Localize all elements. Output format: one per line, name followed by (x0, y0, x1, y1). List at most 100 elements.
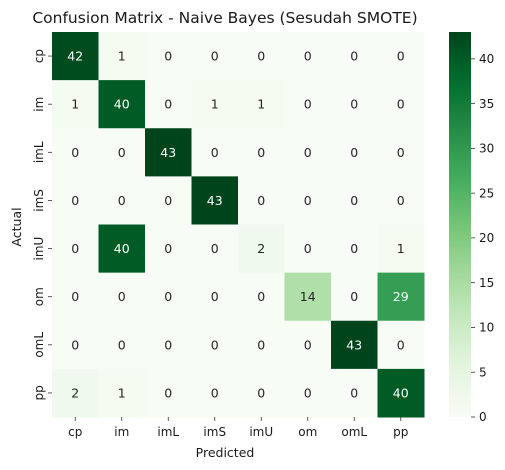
cell-value-label: 0 (118, 289, 126, 304)
heatmap-cell (52, 176, 99, 225)
heatmap-cell (98, 224, 146, 274)
heatmap-cell (145, 32, 192, 81)
heatmap-cell (191, 368, 239, 418)
cell-value-label: 0 (304, 97, 312, 112)
heatmap-cell (52, 272, 99, 322)
x-tick-label: om (298, 425, 317, 439)
cell-value-label: 0 (257, 289, 265, 304)
heatmap-cell (284, 272, 332, 322)
heatmap-cell (98, 176, 146, 225)
heatmap-cell (284, 80, 332, 129)
heatmap-cell (191, 224, 239, 274)
x-tick-label: omL (341, 425, 367, 439)
cell-value-label: 0 (164, 289, 172, 304)
heatmap-cell (284, 128, 332, 177)
cell-value-label: 0 (350, 193, 358, 208)
heatmap-cell (191, 80, 239, 129)
heatmap-cell (331, 176, 378, 225)
cell-value-label: 1 (211, 97, 219, 112)
colorbar-tick-label: 0 (479, 410, 487, 424)
heatmap-cell (238, 176, 285, 225)
cell-value-label: 0 (164, 193, 172, 208)
cell-value-label: 1 (118, 385, 126, 400)
x-tick-label: pp (393, 425, 408, 439)
cell-value-label: 0 (211, 241, 219, 256)
heatmap-cell (98, 320, 146, 370)
cell-value-label: 0 (304, 337, 312, 352)
cell-value-label: 40 (393, 385, 409, 400)
cell-value-label: 0 (164, 385, 172, 400)
heatmap-cell (98, 32, 146, 81)
cell-value-label: 0 (350, 385, 358, 400)
cell-value-label: 0 (71, 289, 79, 304)
x-tick-label: imS (203, 425, 226, 439)
cell-value-label: 0 (397, 193, 405, 208)
heatmap-cell (331, 128, 378, 177)
x-axis-label: Predicted (196, 445, 255, 460)
cell-value-label: 0 (164, 337, 172, 352)
cell-value-label: 29 (393, 289, 409, 304)
heatmap-cell (377, 272, 425, 322)
cell-value-label: 0 (397, 97, 405, 112)
heatmap-cell (145, 80, 192, 129)
cell-value-label: 0 (304, 193, 312, 208)
cell-value-label: 2 (71, 385, 79, 400)
cell-value-label: 0 (71, 145, 79, 160)
heatmap-cell (52, 128, 99, 177)
heatmap-cell (191, 32, 239, 81)
heatmap-cell (331, 368, 378, 418)
heatmap-cell (377, 128, 425, 177)
heatmap-cell (238, 80, 285, 129)
heatmap-cell (191, 176, 239, 225)
heatmap-cell (284, 224, 332, 274)
colorbar-tick-label: 5 (479, 365, 487, 379)
y-tick-label: cp (32, 49, 46, 63)
y-tick-label: pp (32, 385, 46, 400)
heatmap-cell (238, 368, 285, 418)
cell-value-label: 0 (211, 145, 219, 160)
heatmap-cell (98, 128, 146, 177)
cell-value-label: 0 (71, 337, 79, 352)
cell-value-label: 0 (211, 289, 219, 304)
cell-value-label: 0 (257, 385, 265, 400)
colorbar (449, 32, 471, 417)
cell-value-label: 0 (71, 241, 79, 256)
cell-value-label: 14 (300, 289, 316, 304)
heatmap-cell (145, 368, 192, 418)
y-tick-label: im (32, 97, 46, 112)
cell-value-label: 0 (350, 241, 358, 256)
heatmap-cell (284, 320, 332, 370)
x-tick-label: im (114, 425, 129, 439)
cell-value-label: 40 (114, 97, 130, 112)
cell-value-label: 0 (304, 385, 312, 400)
cell-value-label: 0 (397, 49, 405, 64)
heatmap-cell (331, 80, 378, 129)
cell-value-label: 0 (304, 145, 312, 160)
cell-value-label: 0 (304, 49, 312, 64)
heatmap-cell (331, 224, 378, 274)
heatmap-cell (98, 368, 146, 418)
heatmap-cell (98, 80, 146, 129)
heatmap-cell (145, 176, 192, 225)
cell-value-label: 1 (118, 49, 126, 64)
y-tick-label: imU (32, 237, 46, 261)
cell-value-label: 0 (118, 337, 126, 352)
heatmap-cell (331, 320, 378, 370)
y-tick-label: omL (32, 332, 46, 358)
y-axis-label: Actual (9, 207, 24, 246)
colorbar-ticks: 0 5 10 15 20 25 30 35 40 (471, 52, 494, 424)
cell-value-label: 0 (350, 49, 358, 64)
cell-value-label: 0 (118, 193, 126, 208)
colorbar-tick-label: 20 (479, 231, 494, 245)
cell-value-label: 0 (164, 241, 172, 256)
cell-value-label: 0 (304, 241, 312, 256)
cell-value-label: 1 (71, 97, 79, 112)
heatmap-cell (238, 272, 285, 322)
heatmap-cell (377, 80, 425, 129)
heatmap-cell (284, 176, 332, 225)
cell-value-label: 0 (211, 385, 219, 400)
colorbar-tick-label: 10 (479, 321, 494, 335)
cell-value-label: 0 (257, 49, 265, 64)
heatmap-cell (377, 32, 425, 81)
